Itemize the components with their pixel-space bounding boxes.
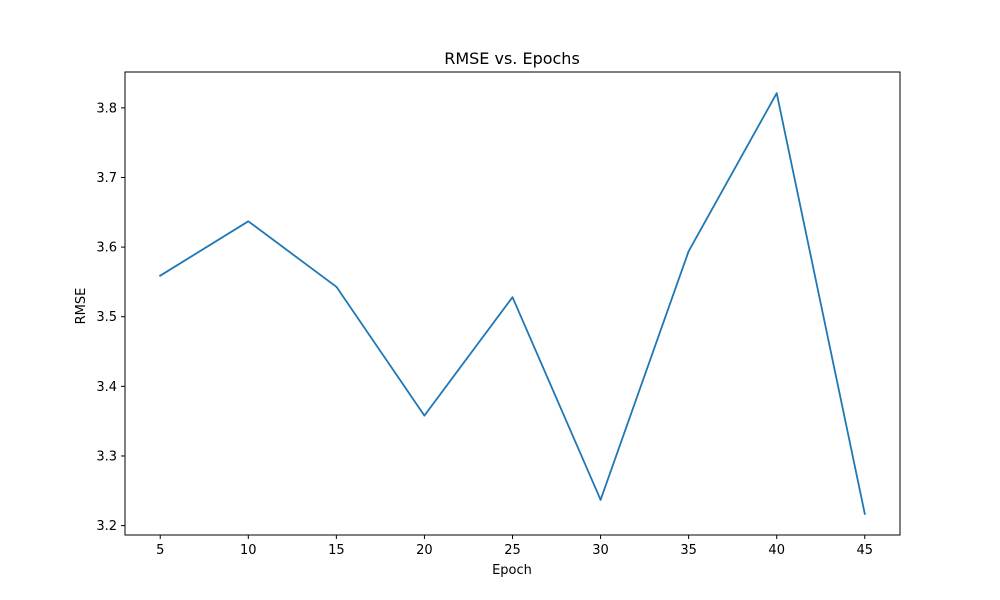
plot-area: 5 10 15 20 25 30 35 40 45 3.2 3.3 3.4 3.5 3.6 3.7 3.8 xyxy=(96,71,901,558)
y-tick-label: 3.4 xyxy=(96,380,117,395)
x-tick-label: 45 xyxy=(856,543,873,558)
data-point xyxy=(863,512,866,515)
y-tick-label: 3.7 xyxy=(96,171,117,186)
data-point xyxy=(335,285,338,288)
y-tick-label: 3.2 xyxy=(96,519,117,534)
x-tick-label: 15 xyxy=(328,543,345,558)
y-tick-label: 3.3 xyxy=(96,449,117,464)
x-tick-label: 35 xyxy=(680,543,697,558)
y-tick-label: 3.8 xyxy=(96,101,117,116)
y-tick-label: 3.6 xyxy=(96,241,117,256)
y-tick-label: 3.5 xyxy=(96,310,117,325)
data-point xyxy=(159,274,162,277)
x-tick-label: 25 xyxy=(504,543,521,558)
y-axis-label: RMSE xyxy=(74,288,89,325)
x-tick-label: 40 xyxy=(768,543,785,558)
data-point xyxy=(599,498,602,501)
data-point xyxy=(687,250,690,253)
data-point xyxy=(775,92,778,95)
x-tick-label: 30 xyxy=(592,543,609,558)
x-axis-label: Epoch xyxy=(492,563,532,578)
data-point xyxy=(423,414,426,417)
x-tick-label: 20 xyxy=(416,543,433,558)
chart-title: RMSE vs. Epochs xyxy=(444,49,580,68)
data-point xyxy=(247,220,250,223)
x-tick-label: 10 xyxy=(240,543,257,558)
x-tick-label: 5 xyxy=(156,543,164,558)
data-point xyxy=(511,296,514,299)
